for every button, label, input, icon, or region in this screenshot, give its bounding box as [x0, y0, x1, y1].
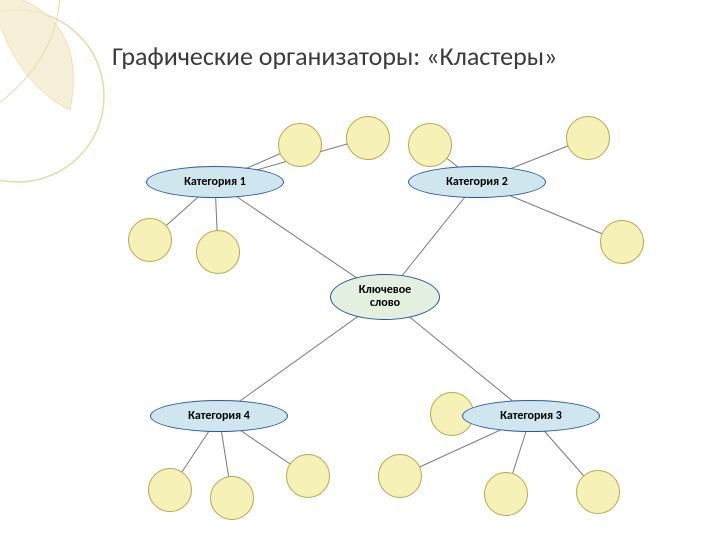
leaf-node [484, 472, 528, 516]
leaf-node [210, 476, 254, 520]
center-node-label: слово [370, 297, 400, 310]
category-node-label: Категория 4 [188, 410, 250, 423]
leaf-node [128, 218, 172, 262]
leaf-node [566, 116, 610, 160]
leaf-node [408, 123, 452, 167]
category-node: Категория 1 [146, 166, 284, 198]
leaf-node [148, 468, 192, 512]
category-node-label: Категория 2 [446, 176, 508, 189]
leaf-node [378, 454, 422, 498]
diagram-nodes: Категория 1 Категория 2 Категория 3 Категор… [0, 0, 720, 540]
category-node-label: Категория 1 [184, 176, 246, 189]
category-node-label: Категория 3 [500, 410, 562, 423]
leaf-node [576, 470, 620, 514]
leaf-node [196, 230, 240, 274]
leaf-node [286, 454, 330, 498]
leaf-node [600, 220, 644, 264]
category-node: Категория 3 [462, 400, 600, 432]
category-node: Категория 4 [150, 400, 288, 432]
category-node: Категория 2 [408, 166, 546, 198]
center-node: Ключевоеслово [330, 274, 440, 320]
leaf-node [346, 116, 390, 160]
leaf-node [278, 123, 322, 167]
